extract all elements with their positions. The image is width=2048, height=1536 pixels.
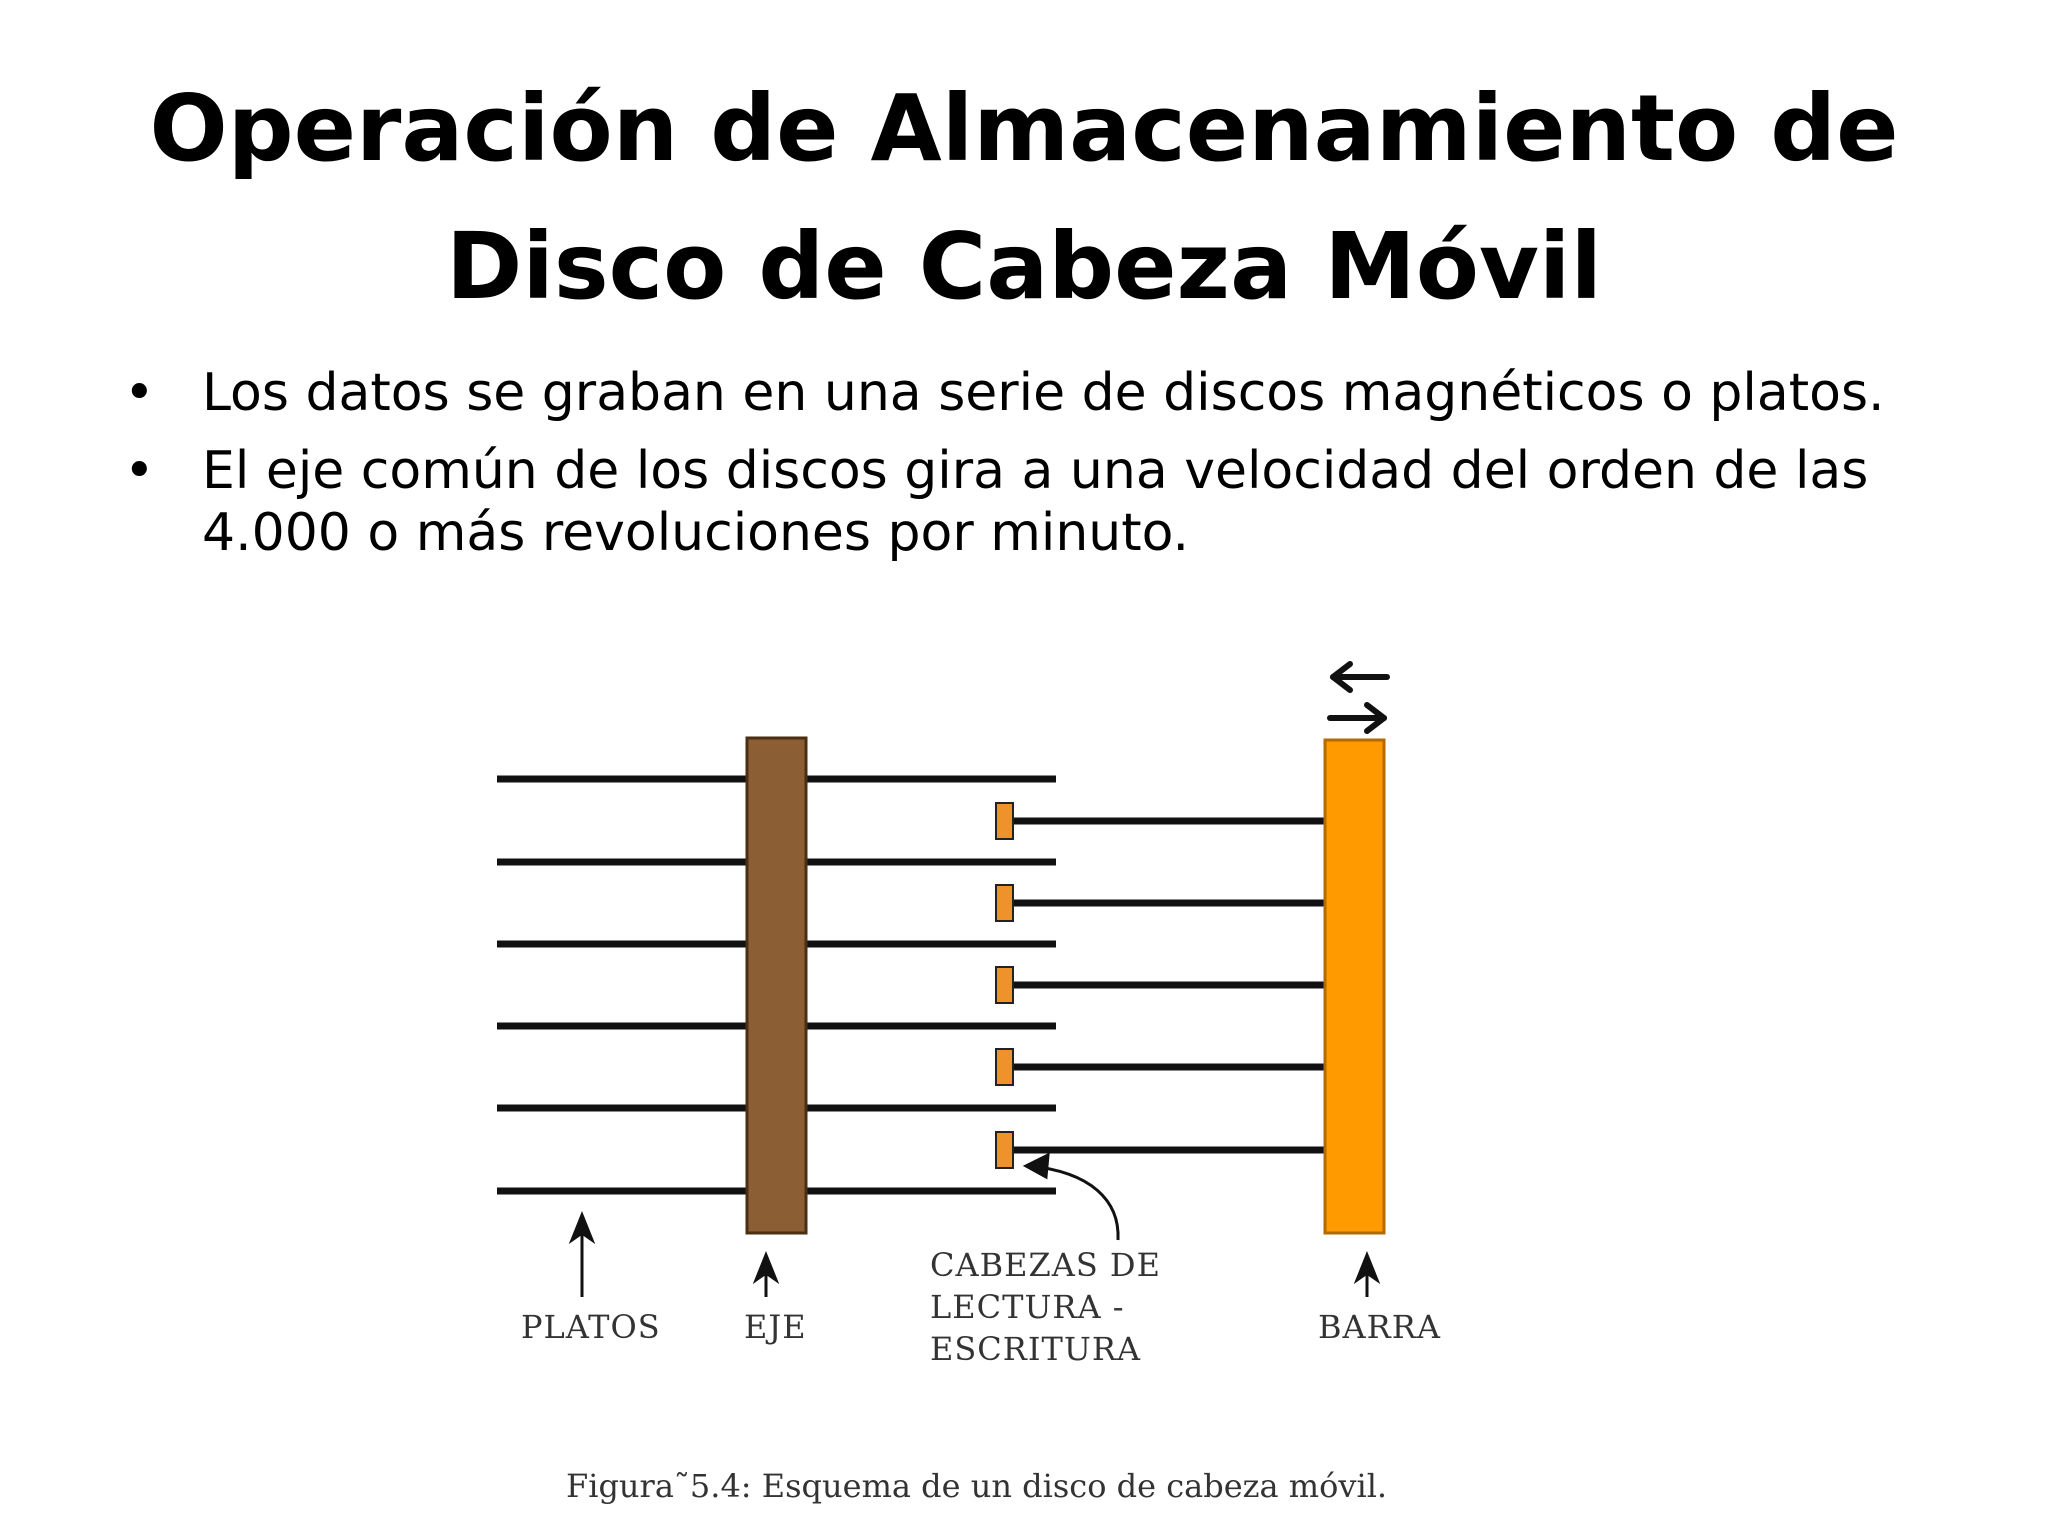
label-cabezas-line3: ESCRITURA (930, 1330, 1141, 1368)
cabezas-pointer-arrow-icon (1022, 1152, 1120, 1241)
label-pointer-arrows (568, 1152, 1381, 1297)
platters (497, 775, 747, 1195)
bullet-dot-icon: • (124, 441, 155, 501)
title-line-2: Disco de Cabeza Móvil (445, 213, 1603, 320)
read-write-head (995, 1131, 1014, 1169)
label-cabezas-line2: LECTURA - (930, 1288, 1125, 1326)
bullet-dot-icon: • (124, 363, 155, 423)
read-write-head (995, 966, 1014, 1004)
figure-caption: Figura˜5.4: Esquema de un disco de cabez… (566, 1467, 1387, 1505)
bullet-item: • Los datos se graban en una serie de di… (124, 362, 1964, 424)
read-write-head (995, 1048, 1014, 1086)
arrow-left-icon (1330, 661, 1390, 693)
platters-right (806, 775, 1056, 1195)
read-write-head (995, 884, 1014, 922)
arrow-right-icon (1327, 702, 1387, 734)
label-platos: PLATOS (521, 1308, 661, 1346)
bullet-list: • Los datos se graban en una serie de di… (124, 362, 1964, 580)
barra-pointer-arrow-icon (1353, 1250, 1381, 1297)
slide-title: Operación de Almacenamiento de Disco de … (0, 60, 2048, 336)
bullet-item: • El eje común de los discos gira a una … (124, 440, 1964, 564)
read-write-heads (995, 802, 1014, 1169)
platos-pointer-arrow-icon (568, 1210, 596, 1297)
label-cabezas-line1: CABEZAS DE (930, 1246, 1161, 1284)
label-barra: BARRA (1318, 1308, 1441, 1346)
spindle-eje (745, 736, 808, 1235)
bullet-text: Los datos se graban en una serie de disc… (202, 363, 1885, 423)
bullet-text: El eje común de los discos gira a una ve… (202, 441, 1869, 563)
title-line-1: Operación de Almacenamiento de (149, 75, 1899, 182)
read-write-head (995, 802, 1014, 840)
head-arms (1012, 817, 1325, 1154)
bar-movement-arrows (1327, 661, 1390, 734)
eje-pointer-arrow-icon (752, 1250, 780, 1297)
label-eje: EJE (744, 1308, 807, 1346)
bar-barra (1323, 738, 1386, 1235)
